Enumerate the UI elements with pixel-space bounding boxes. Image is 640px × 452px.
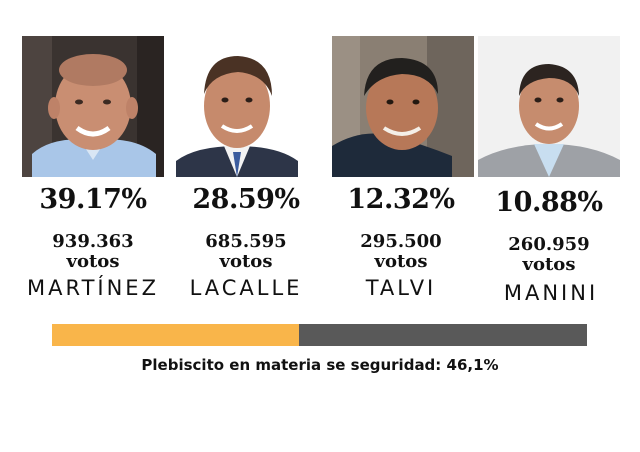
candidate-name: LACALLE — [189, 276, 303, 300]
candidate-votes: 685.595 — [205, 231, 287, 252]
candidate-votes-label: votos — [219, 251, 273, 272]
candidate-percent: 10.88% — [495, 187, 603, 218]
candidate-photo-martinez — [22, 36, 164, 177]
candidate-name: MANINI — [503, 281, 599, 305]
candidate-name: TALVI — [365, 276, 437, 300]
candidate-photo-manini — [478, 36, 620, 177]
candidate-name: MARTÍNEZ — [27, 276, 159, 300]
candidate-votes: 260.959 — [508, 234, 590, 255]
candidate-votes-label: votos — [374, 251, 428, 272]
plebiscite-progress-bar — [52, 324, 587, 346]
candidate-percent: 28.59% — [192, 184, 300, 215]
candidate-percent: 12.32% — [347, 184, 455, 215]
candidate-photo-lacalle — [176, 36, 298, 177]
candidate-votes-label: votos — [522, 254, 576, 275]
candidate-votes: 295.500 — [360, 231, 442, 252]
candidate-votes-label: votos — [66, 251, 120, 272]
plebiscite-caption: Plebiscito en materia se seguridad: 46,1… — [141, 356, 499, 374]
candidate-votes: 939.363 — [52, 231, 134, 252]
candidate-photo-talvi — [332, 36, 474, 177]
candidate-percent: 39.17% — [39, 184, 147, 215]
plebiscite-progress-fill — [52, 324, 299, 346]
